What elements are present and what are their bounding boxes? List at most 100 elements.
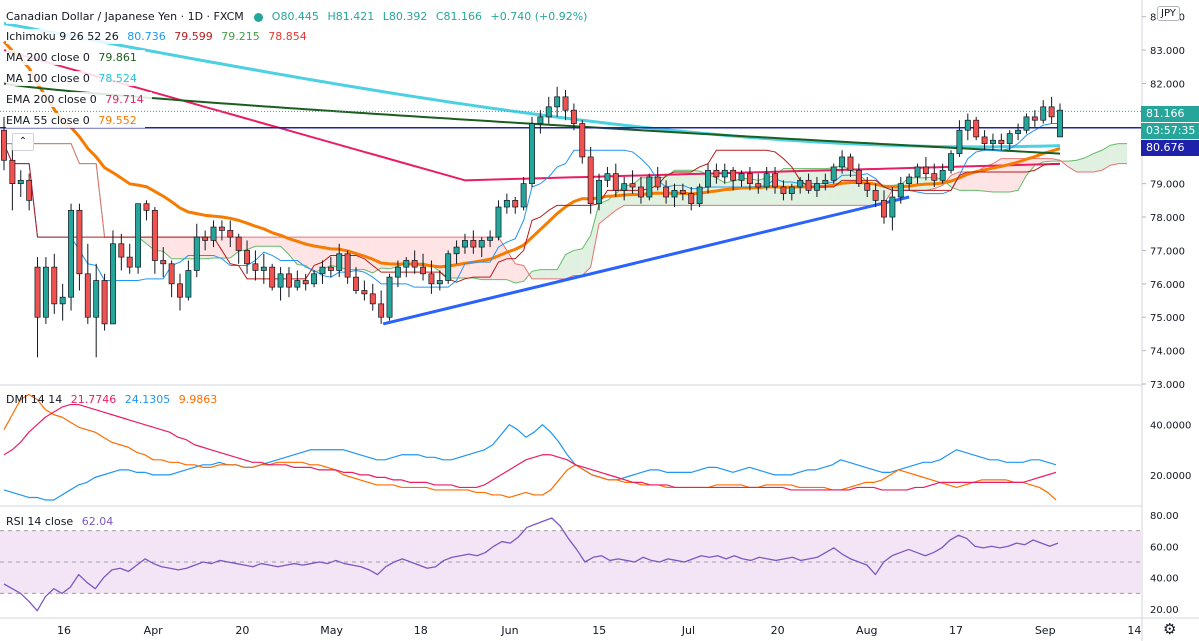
ma100-legend[interactable]: MA 100 close 0 78.524 xyxy=(6,71,145,86)
time-tick-label: 17 xyxy=(949,624,963,637)
candle-body xyxy=(1023,116,1030,131)
candle-body xyxy=(713,169,720,178)
candle-body xyxy=(906,176,913,185)
candle-body xyxy=(244,250,250,265)
ichimoku-cloud-segment xyxy=(1076,157,1086,172)
candle-body xyxy=(235,236,242,251)
candle-body xyxy=(545,106,552,118)
ma100-line xyxy=(3,21,1061,149)
candle-body xyxy=(922,166,929,174)
candle-body xyxy=(319,266,326,275)
dmi-legend[interactable]: DMI 14 14 21.7746 24.1305 9.9863 xyxy=(6,393,222,407)
candle-body xyxy=(973,119,980,138)
time-tick-label: 14 xyxy=(1127,624,1141,637)
ichimoku-legend[interactable]: Ichimoku 9 26 52 26 80.736 79.599 79.215… xyxy=(6,29,315,44)
ichimoku-cloud-segment xyxy=(414,237,424,264)
candle-body xyxy=(411,260,418,268)
candle-body xyxy=(126,256,133,268)
candle-body xyxy=(9,159,16,185)
candle-body xyxy=(520,183,527,208)
ichimoku-cloud-segment xyxy=(288,237,298,265)
candle-body xyxy=(143,203,150,211)
candle-body xyxy=(763,173,770,188)
candle-body xyxy=(428,273,435,285)
ichimoku-cloud-segment xyxy=(590,203,600,268)
currency-label[interactable]: JPY xyxy=(1157,6,1180,21)
collapse-legend-button[interactable]: ⌃ xyxy=(12,133,34,151)
candle-body xyxy=(394,266,401,278)
candle-body xyxy=(612,173,619,191)
ichimoku-cloud-segment xyxy=(255,237,264,247)
ichimoku-cloud-segment xyxy=(381,237,390,269)
candle-body xyxy=(353,276,359,291)
ma200-legend[interactable]: MA 200 close 0 79.861 xyxy=(6,50,145,65)
candle-body xyxy=(193,236,200,271)
time-tick-label: 20 xyxy=(771,624,785,637)
candle-body xyxy=(1015,129,1022,134)
rsi-tick-label: 20.00 xyxy=(1150,605,1179,616)
ichimoku-cloud-segment xyxy=(272,237,281,247)
low-value: L80.392 xyxy=(382,10,428,23)
candle-body xyxy=(101,280,108,325)
open-value: O80.445 xyxy=(271,10,319,23)
candle-body xyxy=(730,169,737,181)
candle-body xyxy=(679,189,686,195)
candle-body xyxy=(311,273,318,285)
settings-gear-icon[interactable]: ⚙ xyxy=(1163,620,1177,638)
ichimoku-cloud-segment xyxy=(322,237,331,270)
symbol-title[interactable]: Canadian Dollar / Japanese Yen · 1D · FX… xyxy=(6,10,244,23)
ichimoku-cloud-segment xyxy=(515,263,524,283)
dmi-series-line xyxy=(3,403,1057,491)
candle-body xyxy=(604,173,611,181)
ichimoku-cloud-segment xyxy=(1093,150,1102,172)
candle-body xyxy=(286,273,292,288)
candle-body xyxy=(336,253,343,271)
candle-body xyxy=(453,246,460,255)
candle-body xyxy=(688,193,695,205)
ichimoku-cloud-segment xyxy=(1118,143,1128,164)
candle-body xyxy=(59,296,66,305)
ohlc-values: O80.445 H81.421 L80.392 C81.166 +0.740 (… xyxy=(272,10,593,23)
candle-body xyxy=(847,156,854,171)
candle-body xyxy=(948,153,954,171)
candle-body xyxy=(889,196,896,218)
candle-body xyxy=(252,263,259,271)
ichimoku-cloud-segment xyxy=(180,237,189,259)
price-tick-label: 74.000 xyxy=(1150,347,1185,358)
dmi-adx-value: 21.7746 xyxy=(70,393,117,406)
candle-body xyxy=(780,186,787,195)
candle-body xyxy=(361,290,368,295)
candle-body xyxy=(964,119,971,131)
candle-body xyxy=(436,280,443,285)
candle-body xyxy=(84,273,91,318)
ichimoku-cloud-segment xyxy=(548,269,558,279)
candle-body xyxy=(738,173,745,181)
candle-body xyxy=(302,280,309,285)
ema55-legend[interactable]: EMA 55 close 0 79.552 xyxy=(6,113,145,128)
candle-body xyxy=(110,243,116,325)
dmi-minus-value: 9.9863 xyxy=(178,393,218,406)
ema55-label: EMA 55 close 0 xyxy=(6,114,90,127)
candle-body xyxy=(721,169,728,178)
candle-body xyxy=(570,109,577,124)
ichimoku-cloud-segment xyxy=(1009,158,1019,192)
candle-body xyxy=(277,273,284,288)
ema200-legend[interactable]: EMA 200 close 0 79.714 xyxy=(6,92,152,107)
ichimoku-cloud-segment xyxy=(741,178,750,206)
ichimoku-cloud-segment xyxy=(221,237,231,258)
dmi-plus-value: 24.1305 xyxy=(124,393,171,406)
candle-body xyxy=(76,210,83,275)
candle-body xyxy=(554,96,561,108)
ichimoku-span-a-value: 79.215 xyxy=(221,30,260,43)
ichimoku-cloud-segment xyxy=(842,165,851,206)
ichimoku-cloud-segment xyxy=(557,254,566,279)
dmi-series-line xyxy=(3,424,1057,501)
ichimoku-cloud-segment xyxy=(406,237,415,264)
rsi-tick-label: 40.00 xyxy=(1150,574,1179,585)
candle-body xyxy=(227,230,234,238)
ichimoku-cloud-segment xyxy=(205,237,214,259)
rsi-tick-label: 80.00 xyxy=(1150,511,1179,522)
rsi-legend[interactable]: RSI 14 close 62.04 xyxy=(6,515,118,529)
candle-body xyxy=(939,169,946,181)
